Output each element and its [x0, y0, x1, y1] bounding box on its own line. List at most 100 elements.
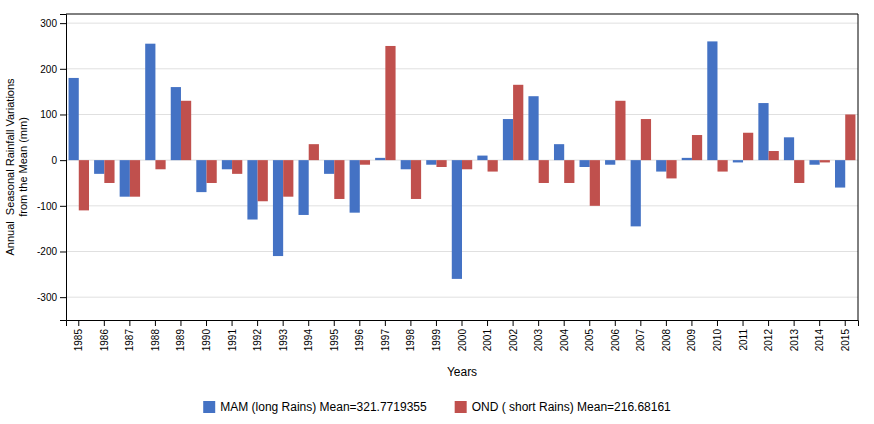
x-tick-label: 2004 — [559, 329, 570, 352]
grid — [66, 23, 858, 297]
bar — [666, 160, 676, 178]
x-tick: 1992 — [252, 320, 263, 351]
y-tick: 200 — [40, 64, 66, 75]
x-tick-label: 1986 — [99, 329, 110, 352]
x-tick-label: 1999 — [431, 329, 442, 352]
bar — [411, 160, 421, 199]
bar — [196, 160, 206, 192]
x-tick-mark — [129, 320, 130, 326]
bar — [120, 160, 130, 197]
x-tick-label: 1988 — [150, 329, 161, 352]
x-tick-mark — [717, 320, 718, 326]
y-tick: 100 — [40, 109, 66, 120]
bar — [171, 87, 181, 160]
bar — [273, 160, 283, 256]
bar — [820, 160, 830, 162]
x-tick-mark — [819, 320, 820, 326]
bar — [656, 160, 666, 171]
x-tick-mark — [283, 320, 284, 326]
legend-swatch — [203, 401, 215, 413]
x-tick-label: 1990 — [201, 329, 212, 352]
x-tick-label: 2011 — [738, 329, 749, 351]
bar — [733, 160, 743, 162]
bar — [605, 160, 615, 165]
x-tick: 2002 — [508, 320, 519, 351]
x-tick: 1987 — [124, 320, 135, 351]
bar — [769, 151, 779, 160]
legend-swatch — [455, 401, 467, 413]
x-tick-mark — [385, 320, 386, 326]
bar — [104, 160, 114, 183]
y-tick-label: 200 — [40, 64, 57, 75]
y-tick-label: 0 — [51, 155, 57, 166]
x-tick-mark — [666, 320, 667, 326]
bar — [758, 103, 768, 160]
x-tick: 1988 — [150, 320, 161, 351]
x-tick: 2012 — [763, 320, 774, 351]
bar — [488, 160, 498, 171]
legend: MAM (long Rains) Mean=321.7719355OND ( s… — [203, 400, 671, 414]
bar — [641, 119, 651, 160]
bar — [283, 160, 293, 197]
y-tick: -200 — [37, 246, 66, 257]
x-tick-mark — [436, 320, 437, 326]
bar — [615, 101, 625, 160]
x-tick: 2015 — [840, 320, 851, 351]
x-tick: 1997 — [380, 320, 391, 351]
frame — [66, 14, 858, 15]
x-tick-mark — [564, 320, 565, 326]
x-tick-label: 2007 — [635, 329, 646, 352]
x-tick-label: 2009 — [686, 329, 697, 352]
x-tick-label: 2006 — [610, 329, 621, 352]
y-axis: -300-200-1000100200300 — [37, 15, 67, 321]
x-tick-mark — [180, 320, 181, 326]
bar — [845, 114, 855, 160]
bar — [794, 160, 804, 183]
x-axis-line — [67, 321, 859, 327]
legend-label: MAM (long Rains) Mean=321.7719355 — [220, 400, 427, 414]
bar — [809, 160, 819, 165]
legend-item: MAM (long Rains) Mean=321.7719355 — [203, 400, 427, 414]
x-tick-mark — [232, 320, 233, 326]
bar — [503, 119, 513, 160]
bar — [554, 144, 564, 160]
x-tick-mark — [845, 320, 846, 326]
bar — [513, 85, 523, 160]
y-axis-title: Annual Seasonal Rainfall Variationsfrom … — [4, 78, 29, 256]
x-tick: 2011 — [738, 320, 749, 351]
x-tick-mark — [462, 320, 463, 326]
chart: -300-200-1000100200300198519861987198819… — [0, 0, 874, 424]
x-tick-label: 1985 — [73, 329, 84, 352]
x-tick: 2006 — [610, 320, 621, 351]
bar — [539, 160, 549, 183]
x-tick-label: 1992 — [252, 329, 263, 352]
bar — [145, 44, 155, 160]
x-tick: 1993 — [278, 320, 289, 351]
x-tick-label: 1987 — [124, 329, 135, 352]
bar — [69, 78, 79, 160]
bar — [462, 160, 472, 169]
x-tick: 1996 — [354, 320, 365, 351]
y-tick-label: 300 — [40, 18, 57, 29]
x-tick-mark — [538, 320, 539, 326]
x-tick-label: 2001 — [482, 329, 493, 352]
x-tick: 2001 — [482, 320, 493, 351]
x-tick-mark — [155, 320, 156, 326]
x-tick: 2009 — [686, 320, 697, 351]
bar — [79, 160, 89, 210]
x-tick-mark — [589, 320, 590, 326]
bar — [232, 160, 242, 174]
y-axis-line — [60, 15, 67, 321]
x-tick: 1995 — [329, 320, 340, 351]
bar — [682, 158, 692, 160]
x-tick-label: 1991 — [227, 329, 238, 352]
x-tick-label: 1998 — [405, 329, 416, 352]
x-tick: 2013 — [789, 320, 800, 351]
y-tick: -100 — [37, 201, 66, 212]
x-tick-mark — [257, 320, 258, 326]
bar — [452, 160, 462, 279]
x-tick-label: 2000 — [457, 329, 468, 352]
bar — [258, 160, 268, 201]
grid-line — [66, 23, 858, 24]
bar — [155, 160, 165, 169]
